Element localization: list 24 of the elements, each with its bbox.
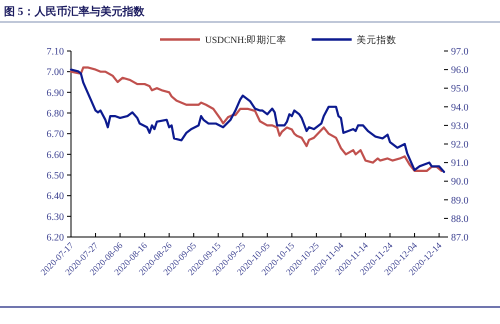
y2tick: 96.0	[451, 65, 468, 76]
y2tick: 88.0	[451, 214, 468, 225]
ytick: 6.80	[46, 108, 64, 120]
ytick: 6.60	[46, 150, 64, 161]
title: 图 5：人民币汇率与美元指数	[4, 6, 144, 18]
y2tick: 94.0	[451, 102, 468, 114]
y2tick: 92.0	[451, 140, 468, 150]
ytick: 6.90	[46, 88, 64, 99]
y2tick: 87.0	[451, 232, 468, 244]
ytick: 6.20	[46, 232, 64, 244]
legend: 美元指数	[356, 36, 397, 46]
ytick: 6.50	[46, 170, 64, 182]
y2tick: 89.0	[451, 195, 468, 206]
legend: USDCNH:即期汇率	[205, 36, 287, 46]
y2tick: 93.0	[451, 120, 468, 132]
ytick: 7.00	[46, 67, 64, 78]
ytick: 6.30	[46, 212, 64, 223]
ytick: 6.70	[46, 129, 64, 140]
ytick: 7.10	[46, 46, 64, 58]
y2tick: 91.0	[451, 158, 468, 170]
y2tick: 97.0	[451, 46, 468, 58]
y2tick: 95.0	[451, 84, 468, 95]
y2tick: 90.0	[451, 176, 468, 188]
ytick: 6.40	[46, 191, 64, 202]
